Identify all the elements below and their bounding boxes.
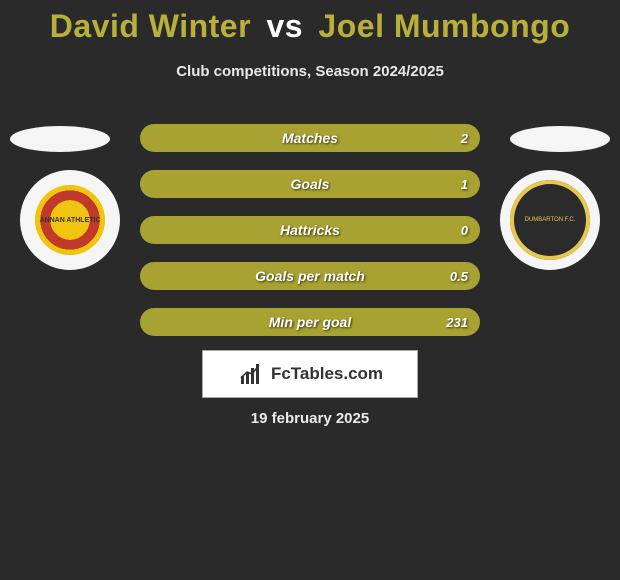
stat-row-goals: Goals 1	[140, 170, 480, 198]
stat-label: Min per goal	[269, 314, 351, 330]
player1-name: David Winter	[50, 8, 251, 44]
stat-value-right: 2	[461, 131, 468, 146]
dumbarton-crest-icon: DUMBARTON F.C.	[510, 180, 590, 260]
stat-row-gpm: Goals per match 0.5	[140, 262, 480, 290]
stat-value-right: 1	[461, 177, 468, 192]
vs-label: vs	[266, 8, 303, 44]
club-crest-right: DUMBARTON F.C.	[500, 170, 600, 270]
stat-row-mpg: Min per goal 231	[140, 308, 480, 336]
club-crest-left: ANNAN ATHLETIC	[20, 170, 120, 270]
stat-value-right: 0.5	[450, 269, 468, 284]
chart-icon	[237, 362, 265, 386]
stat-value-right: 231	[446, 315, 468, 330]
stat-label: Goals per match	[255, 268, 365, 284]
brand-label: FcTables.com	[271, 364, 383, 384]
stat-label: Matches	[282, 130, 338, 146]
stats-container: Matches 2 Goals 1 Hattricks 0 Goals per …	[140, 124, 480, 354]
stat-label: Goals	[291, 176, 330, 192]
crest-right-label: DUMBARTON F.C.	[525, 217, 576, 223]
player2-name: Joel Mumbongo	[318, 8, 570, 44]
brand-box: FcTables.com	[202, 350, 418, 398]
player1-ellipse	[10, 126, 110, 152]
stat-row-matches: Matches 2	[140, 124, 480, 152]
stat-value-right: 0	[461, 223, 468, 238]
comparison-title: David Winter vs Joel Mumbongo	[0, 0, 620, 45]
annan-crest-icon: ANNAN ATHLETIC	[35, 185, 105, 255]
crest-left-label: ANNAN ATHLETIC	[39, 217, 100, 224]
date-label: 19 february 2025	[251, 410, 369, 427]
subtitle: Club competitions, Season 2024/2025	[0, 63, 620, 80]
stat-label: Hattricks	[280, 222, 340, 238]
stat-row-hattricks: Hattricks 0	[140, 216, 480, 244]
player2-ellipse	[510, 126, 610, 152]
